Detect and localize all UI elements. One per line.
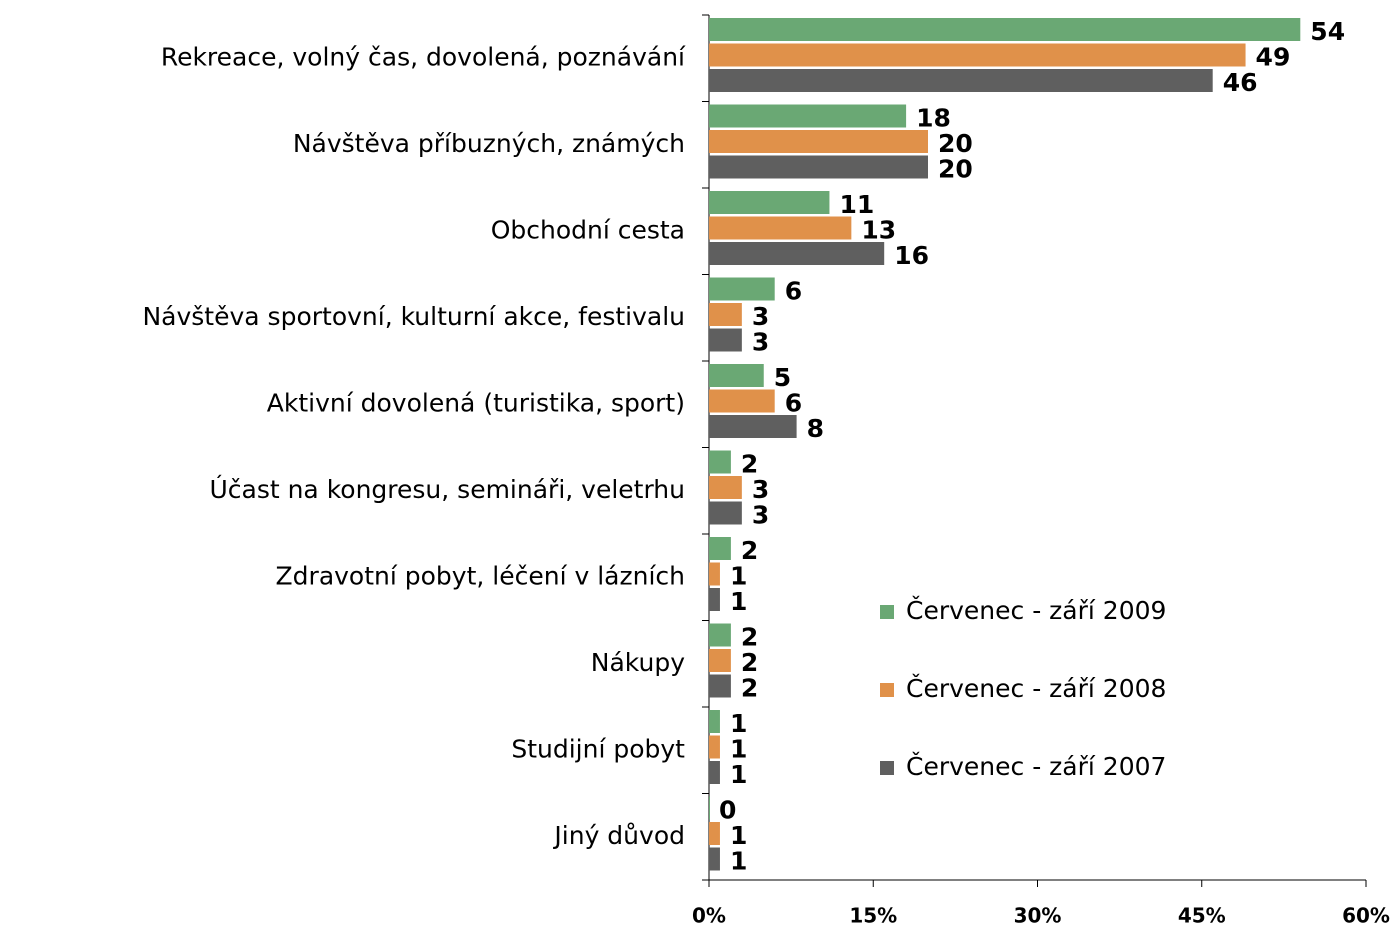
value-label: 13 <box>861 216 896 245</box>
value-label: 46 <box>1223 68 1258 97</box>
value-label: 8 <box>807 414 824 443</box>
value-label: 2 <box>741 648 758 677</box>
bar <box>709 155 928 179</box>
bar <box>709 710 720 733</box>
bar <box>709 328 742 352</box>
category-label: Rekreace, volný čas, dovolená, poznávání <box>161 42 686 71</box>
x-tick-label: 30% <box>1014 904 1062 928</box>
value-label: 20 <box>938 155 973 184</box>
x-tick-label: 0% <box>692 904 726 928</box>
bar <box>709 18 1301 41</box>
value-label: 2 <box>741 536 758 565</box>
category-label: Návštěva sportovní, kulturní akce, festi… <box>142 302 685 331</box>
bar <box>709 476 742 499</box>
bar <box>709 623 731 647</box>
value-label: 5 <box>774 363 791 392</box>
value-label: 1 <box>730 562 747 591</box>
value-label: 6 <box>785 389 802 418</box>
bar <box>709 69 1213 92</box>
x-tick-label: 60% <box>1342 904 1390 928</box>
bar <box>709 796 710 820</box>
value-label: 16 <box>894 241 929 270</box>
value-label: 1 <box>730 735 747 764</box>
bar <box>709 562 720 586</box>
bar <box>709 191 830 214</box>
bar <box>709 537 731 560</box>
value-label: 54 <box>1310 17 1345 46</box>
bar <box>709 450 731 474</box>
value-label: 11 <box>839 190 874 219</box>
value-label: 6 <box>785 277 802 306</box>
bar <box>709 674 731 698</box>
value-label: 1 <box>730 587 747 616</box>
bar <box>709 761 720 784</box>
bar <box>709 735 720 759</box>
bar <box>709 242 885 265</box>
bar <box>709 130 928 153</box>
category-label: Jiný důvod <box>552 821 685 850</box>
value-label: 20 <box>938 129 973 158</box>
legend-swatch <box>880 605 894 619</box>
value-label: 2 <box>741 623 758 652</box>
value-label: 1 <box>730 821 747 850</box>
bar <box>709 277 775 301</box>
category-label: Studijní pobyt <box>511 734 685 763</box>
legend-label: Červenec - září 2009 <box>906 595 1166 625</box>
value-label: 2 <box>741 674 758 703</box>
bar <box>709 649 731 672</box>
bar <box>709 303 742 326</box>
bar <box>709 822 720 845</box>
category-label: Účast na kongresu, semináři, veletrhu <box>209 474 685 504</box>
value-label: 2 <box>741 450 758 479</box>
bar <box>709 216 852 240</box>
category-label: Aktivní dovolená (turistika, sport) <box>267 388 685 417</box>
bar <box>709 847 720 871</box>
value-label: 49 <box>1256 43 1291 72</box>
legend-label: Červenec - září 2007 <box>906 751 1166 781</box>
category-label: Zdravotní pobyt, léčení v lázních <box>276 561 685 590</box>
value-label: 3 <box>752 328 769 357</box>
bar <box>709 364 764 387</box>
value-label: 3 <box>752 302 769 331</box>
value-label: 3 <box>752 501 769 530</box>
value-label: 3 <box>752 475 769 504</box>
bar <box>709 389 775 413</box>
legend-label: Červenec - září 2008 <box>906 673 1166 703</box>
bar <box>709 415 797 438</box>
bar <box>709 588 720 611</box>
bar <box>709 501 742 525</box>
category-label: Nákupy <box>591 648 685 677</box>
category-label: Návštěva příbuzných, známých <box>293 129 685 158</box>
value-label: 18 <box>916 104 951 133</box>
category-label: Obchodní cesta <box>491 215 685 244</box>
legend-swatch <box>880 683 894 697</box>
bar <box>709 104 907 128</box>
x-tick-label: 45% <box>1178 904 1226 928</box>
value-label: 1 <box>730 760 747 789</box>
value-label: 0 <box>719 796 736 825</box>
bar <box>709 43 1246 67</box>
value-label: 1 <box>730 709 747 738</box>
x-tick-label: 15% <box>849 904 897 928</box>
legend-swatch <box>880 761 894 775</box>
value-label: 1 <box>730 847 747 876</box>
